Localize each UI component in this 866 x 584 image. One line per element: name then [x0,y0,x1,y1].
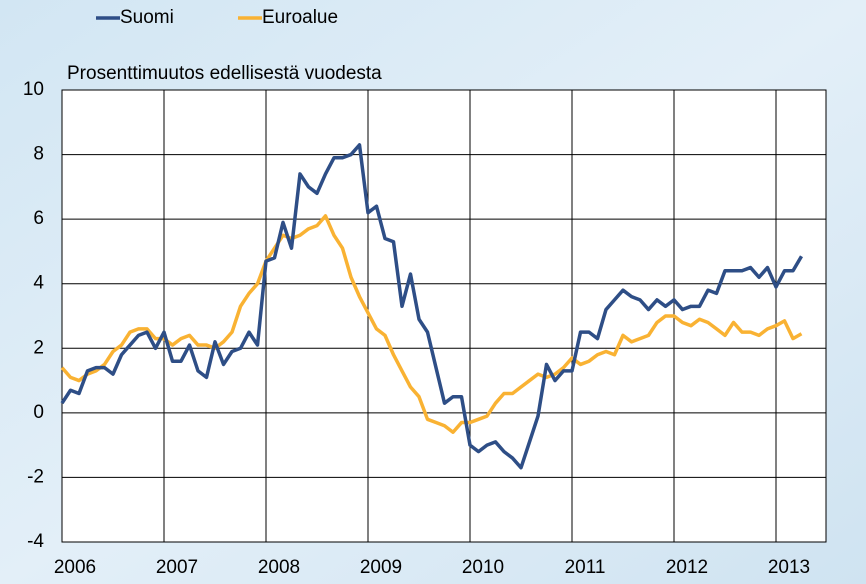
legend-label: Suomi [120,7,174,28]
x-tick-label: 2010 [462,557,504,578]
x-tick-label: 2013 [768,557,810,578]
x-tick-label: 2012 [666,557,708,578]
plot-area [62,90,826,542]
y-tick-label: 10 [23,79,44,100]
plot-border [61,89,827,543]
x-tick-label: 2009 [360,557,402,578]
y-tick-label: -2 [27,466,44,487]
y-tick-label: 0 [33,402,44,423]
y-tick-label: 2 [33,337,44,358]
x-tick-label: 2007 [156,557,198,578]
x-tick-label: 2006 [54,557,96,578]
x-tick-label: 2011 [565,557,606,578]
legend-label: Euroalue [262,7,338,28]
y-tick-label: 8 [33,144,44,165]
y-tick-label: -4 [27,531,44,552]
y-tick-label: 6 [33,208,44,229]
x-tick-label: 2008 [258,557,300,578]
chart-subtitle: Prosenttimuutos edellisestä vuodesta [67,63,382,84]
y-tick-label: 4 [33,273,44,294]
series-line [60,143,804,470]
series-line [60,214,803,434]
